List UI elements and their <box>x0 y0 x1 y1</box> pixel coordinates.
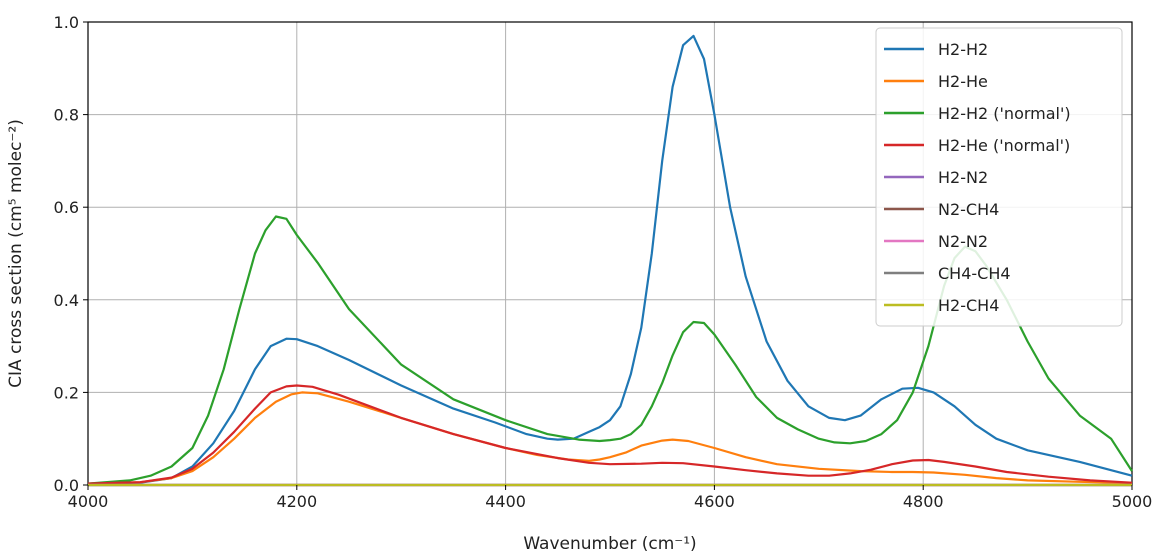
legend-label: H2-He ('normal') <box>938 136 1070 155</box>
y-tick-label: 0.4 <box>54 291 79 310</box>
y-tick-label: 0.6 <box>54 198 79 217</box>
legend: H2-H2 H2-He H2-H2 ('normal') H2-He ('normal… <box>875 27 1123 327</box>
y-axis-ticks: 0.0 0.2 0.4 0.6 0.8 1.0 <box>54 13 88 495</box>
y-tick-label: 0.0 <box>54 476 79 495</box>
x-tick-label: 4000 <box>68 492 109 511</box>
legend-label: H2-H2 ('normal') <box>938 104 1071 123</box>
y-axis-label: CIA cross section (cm⁵ molec⁻²) <box>6 119 26 388</box>
legend-label: N2-N2 <box>938 232 988 251</box>
x-axis-label: Wavenumber (cm⁻¹) <box>523 534 696 554</box>
legend-label: H2-N2 <box>938 168 988 187</box>
legend-label: H2-He <box>938 72 988 91</box>
x-tick-label: 4200 <box>276 492 317 511</box>
series-line <box>87 391 1133 485</box>
legend-label: H2-CH4 <box>938 296 999 315</box>
series-line <box>87 384 1133 485</box>
legend-label: N2-CH4 <box>938 200 999 219</box>
y-tick-label: 0.8 <box>54 106 79 125</box>
x-tick-label: 4800 <box>903 492 944 511</box>
legend-label: CH4-CH4 <box>938 264 1011 283</box>
x-tick-label: 5000 <box>1112 492 1153 511</box>
legend-box <box>875 27 1123 327</box>
series-layer <box>87 34 1133 487</box>
legend-label: H2-H2 <box>938 40 988 59</box>
series-line <box>87 34 1133 485</box>
x-tick-label: 4600 <box>694 492 735 511</box>
y-tick-label: 1.0 <box>54 13 79 32</box>
y-tick-label: 0.2 <box>54 383 79 402</box>
x-axis-ticks: 4000 4200 4400 4600 4800 5000 <box>68 485 1153 511</box>
x-tick-label: 4400 <box>485 492 526 511</box>
